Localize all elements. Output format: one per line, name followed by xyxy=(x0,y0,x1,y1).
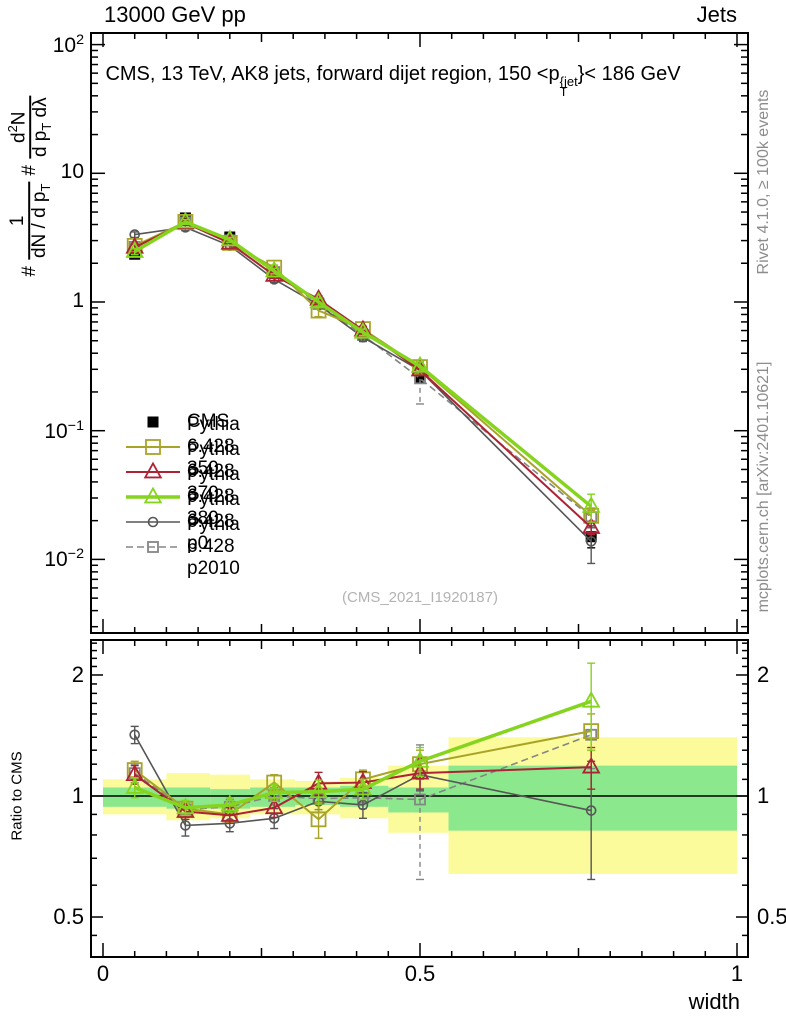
analysis-group-label: Jets xyxy=(696,2,737,27)
main-y-tick-label: 102 xyxy=(52,31,84,57)
green-band-segment xyxy=(388,787,449,813)
open-circle-marker xyxy=(147,516,159,528)
open-triangle-marker xyxy=(220,794,240,812)
main-y-tick-label: 10−1 xyxy=(44,417,84,443)
open-circle-marker xyxy=(585,805,597,816)
open-circle-marker xyxy=(129,729,140,741)
ratio-y-axis-title: Ratio to CMS xyxy=(8,751,26,841)
hash-symbol: # xyxy=(19,266,40,277)
main-y-tick-label: 10 xyxy=(60,160,84,184)
plot-title-text: CMS, 13 TeV, AK8 jets, forward dijet reg… xyxy=(105,63,560,85)
ratio-y-tick-label-left: 1 xyxy=(71,783,84,808)
legend-label-pythia_p0: Pythia 6.428 p0 xyxy=(187,489,240,554)
rivet-version-label: Rivet 4.1.0, ≥ 100k events xyxy=(755,89,772,275)
open-triangle-marker xyxy=(309,291,328,309)
x-tick-label: 0 xyxy=(96,961,110,986)
analysis-id-watermark: (CMS_2021_I1920187) xyxy=(342,589,498,606)
open-square-marker xyxy=(414,793,426,806)
mcplots-reference-label: mcplots.cern.ch [arXiv:2401.10621] xyxy=(755,361,772,613)
legend-label-pythia_370: Pythia 6.428 370 xyxy=(187,439,240,504)
open-triangle-marker xyxy=(264,797,284,815)
legend-label-pythia_p2010: Pythia 6.428 p2010 xyxy=(187,514,240,579)
open-triangle-marker xyxy=(410,750,430,768)
fraction-d2n: d2N d pT dλ xyxy=(5,95,55,160)
open-circle-marker xyxy=(357,799,369,811)
open-triangle-marker xyxy=(309,781,328,799)
open-triangle-marker xyxy=(353,321,373,339)
legend-marker-pythia_p0 xyxy=(126,516,180,528)
ratio-y-tick-label-left: 0.5 xyxy=(53,904,84,929)
series-line xyxy=(134,226,592,542)
x-tick-label: 1 xyxy=(730,961,744,986)
frac1-numerator: 1 xyxy=(7,181,30,261)
legend-marker-cms xyxy=(147,416,159,428)
open-triangle-marker xyxy=(410,762,430,780)
pt-jet-superscript: {jet xyxy=(559,73,578,89)
legend-label-cms: CMS xyxy=(187,411,230,432)
beam-energy-label: 13000 GeV pp xyxy=(104,2,246,27)
open-triangle-marker xyxy=(264,782,284,799)
axis-ticks xyxy=(91,33,748,957)
open-triangle-marker xyxy=(176,797,195,815)
open-triangle-marker xyxy=(220,804,240,822)
open-triangle-marker xyxy=(581,690,601,708)
open-square-marker xyxy=(145,439,161,455)
main-y-tick-label: 1 xyxy=(72,289,84,312)
pt-jet-subsup: {jet T xyxy=(559,73,578,99)
ratio-y-tick-label-left: 2 xyxy=(71,661,84,687)
series-ratio-pythia_380 xyxy=(125,662,601,817)
frac2-numerator: d2N xyxy=(5,95,32,160)
series-ratio-line xyxy=(134,699,592,810)
legend-marker-pythia_350 xyxy=(126,439,180,455)
ratio-y-tick-label-right: 1 xyxy=(757,783,770,808)
frac1-denominator: dN / d pT xyxy=(28,183,53,259)
legend-marker-pythia_p2010 xyxy=(126,541,180,553)
plot-title: CMS, 13 TeV, AK8 jets, forward dijet reg… xyxy=(0,63,786,99)
open-square-marker xyxy=(147,541,159,553)
main-y-tick-label: 10−2 xyxy=(44,546,84,572)
open-triangle-marker xyxy=(264,260,284,278)
fraction-1-over-dndpt: 1 dN / d pT xyxy=(7,181,53,261)
frac2-denominator: d pT dλ xyxy=(30,97,55,158)
legend-label-pythia_380: Pythia 6.428 380 xyxy=(187,464,240,529)
open-triangle-marker xyxy=(125,241,145,258)
legend-label-pythia_350: Pythia 6.428 350 xyxy=(187,414,240,479)
y-axis-formula: # 1 dN / d pT # d2N d pT dλ xyxy=(5,95,55,277)
open-circle-marker xyxy=(585,536,597,547)
open-triangle-marker xyxy=(143,461,163,479)
open-triangle-marker xyxy=(581,756,601,774)
series-ratio-line xyxy=(134,734,592,827)
legend-marker-pythia_370 xyxy=(126,461,180,479)
open-triangle-marker xyxy=(125,777,145,794)
open-triangle-marker xyxy=(581,517,601,534)
open-circle-marker xyxy=(180,820,191,831)
x-axis-title: width xyxy=(688,989,740,1014)
open-square-marker xyxy=(310,811,327,828)
legend-marker-pythia_380 xyxy=(126,486,180,504)
open-triangle-marker xyxy=(143,486,163,504)
open-triangle-marker xyxy=(353,778,373,796)
x-tick-label: 0.5 xyxy=(404,961,436,986)
cms-data-marker xyxy=(147,416,159,428)
open-triangle-marker xyxy=(410,355,430,373)
cms-data-marker xyxy=(414,371,426,383)
open-triangle-marker xyxy=(176,801,195,818)
ratio-y-tick-label-right: 2 xyxy=(757,661,770,687)
plot-title-suffix: }< 186 GeV xyxy=(577,63,681,85)
green-band-segment xyxy=(448,765,737,831)
open-triangle-marker xyxy=(176,211,195,229)
main-y-axis-title: # 1 dN / d pT # d2N d pT dλ xyxy=(5,95,55,277)
pt-jet-subscript: T xyxy=(559,83,568,99)
open-triangle-marker xyxy=(581,495,601,513)
ratio-y-tick-label-right: 0.5 xyxy=(757,904,786,929)
open-triangle-marker xyxy=(220,229,240,247)
series-main-pythia_380 xyxy=(125,211,601,523)
